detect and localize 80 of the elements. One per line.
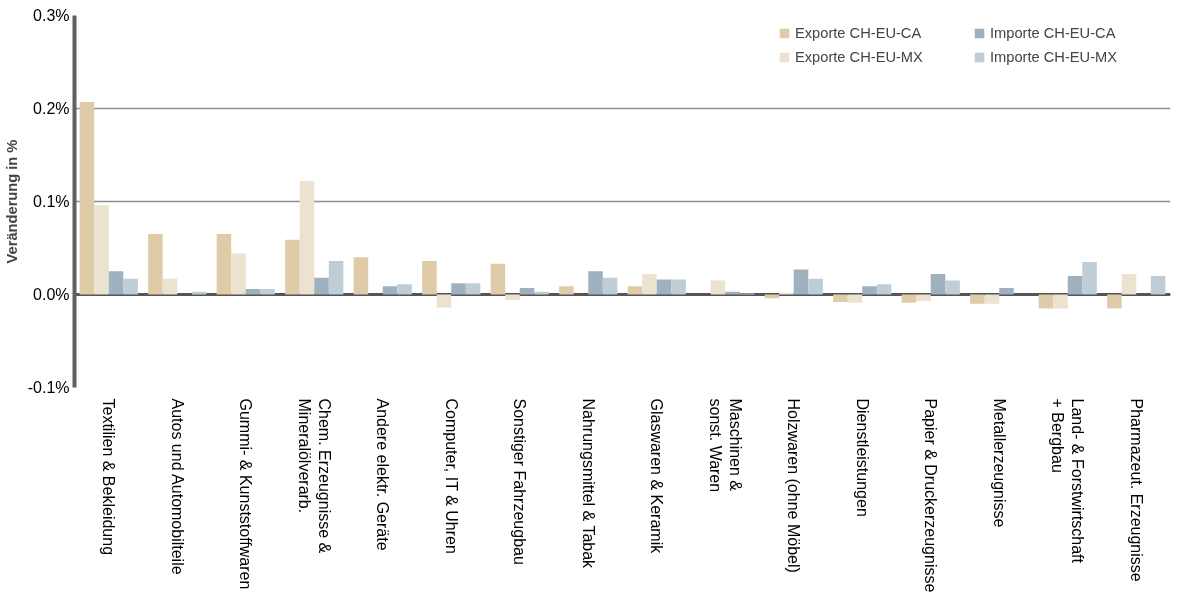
bar <box>710 280 726 295</box>
bar <box>1082 261 1097 295</box>
bar <box>123 278 138 295</box>
x-tick-label: Andere elektr. Geräte <box>374 398 392 551</box>
bar <box>328 261 344 295</box>
bar <box>1107 294 1122 309</box>
bar <box>162 278 178 295</box>
x-tick-label: Dienstleistungen <box>853 398 871 517</box>
legend-label: Importe CH-EU-CA <box>990 25 1117 41</box>
x-tick-label: Holzwaren (ohne Möbel) <box>785 398 803 573</box>
bar <box>793 269 809 295</box>
x-tick-label: Glaswaren & Keramik <box>648 398 666 555</box>
bar <box>148 234 163 295</box>
bar <box>970 294 985 304</box>
bar <box>353 257 369 295</box>
bar <box>1067 275 1083 295</box>
x-tick-label: Computer, IT & Uhren <box>442 398 460 554</box>
bar <box>436 294 452 308</box>
bar <box>519 287 535 295</box>
bar <box>725 291 740 295</box>
x-tick-label: Nahrungsmittel & Tabak <box>579 398 597 570</box>
bar <box>231 253 246 295</box>
bar <box>451 283 466 295</box>
bar <box>216 234 232 295</box>
bar <box>627 286 643 295</box>
legend-label: Exporte CH-EU-CA <box>795 25 923 41</box>
bar <box>1053 294 1068 309</box>
bar <box>901 294 917 303</box>
bar <box>245 288 261 295</box>
bar <box>1150 275 1166 295</box>
legend-label: Exporte CH-EU-MX <box>795 49 924 65</box>
bar <box>876 284 892 295</box>
bar <box>945 280 960 295</box>
bar <box>505 294 520 301</box>
bar <box>642 274 657 295</box>
x-tick-label: Land- & Forstwirtschaft + Bergbau <box>1049 398 1087 564</box>
bar <box>808 278 823 295</box>
bar <box>671 279 686 295</box>
bar <box>94 205 109 295</box>
x-tick-label: Chem. Erzeugnisse & Mineralölverarb. <box>295 398 333 554</box>
bar <box>314 277 329 295</box>
bar <box>465 283 481 295</box>
bar <box>588 271 603 295</box>
bar <box>656 279 672 295</box>
bar <box>1038 294 1054 309</box>
y-tick-label: 0.1% <box>33 193 70 210</box>
bar <box>984 294 1000 304</box>
x-tick-label: Metallerzeugnisse <box>990 398 1008 528</box>
y-tick-label: 0.3% <box>33 7 70 24</box>
bar <box>559 286 574 295</box>
bar <box>285 239 300 295</box>
y-tick-label: -0.1% <box>27 379 70 396</box>
bar <box>191 291 207 295</box>
bar <box>397 284 412 295</box>
y-tick-label: 0.2% <box>33 100 70 117</box>
y-tick-label: 0.0% <box>33 286 70 303</box>
bar <box>862 286 877 295</box>
x-tick-label: Sonstiger Fahrzeugbau <box>511 398 529 565</box>
x-tick-label: Textilien & Bekleidung <box>100 398 118 556</box>
y-axis-title: Veränderung in % <box>3 139 20 264</box>
bar <box>602 277 618 295</box>
bar <box>999 287 1014 295</box>
bar <box>382 286 398 295</box>
bar <box>299 181 315 295</box>
x-tick-label: Papier & Druckerzeugnisse <box>922 398 940 593</box>
x-tick-label: Pharmazeut. Erzeugnisse <box>1127 398 1145 582</box>
bar <box>490 263 506 295</box>
bar <box>930 274 946 295</box>
x-tick-label: Gummi- & Kunststoffwaren <box>237 398 255 590</box>
legend-label: Importe CH-EU-MX <box>990 49 1119 65</box>
bar <box>422 261 437 295</box>
bar <box>833 294 848 302</box>
bar <box>534 291 549 295</box>
x-tick-label: Maschinen & sonst. Waren <box>706 398 744 493</box>
bar <box>847 294 863 303</box>
bar <box>108 271 124 295</box>
bar <box>1121 274 1137 295</box>
x-tick-label: Autos und Automobilteile <box>168 398 186 575</box>
bar <box>916 294 931 302</box>
bar <box>260 288 275 295</box>
